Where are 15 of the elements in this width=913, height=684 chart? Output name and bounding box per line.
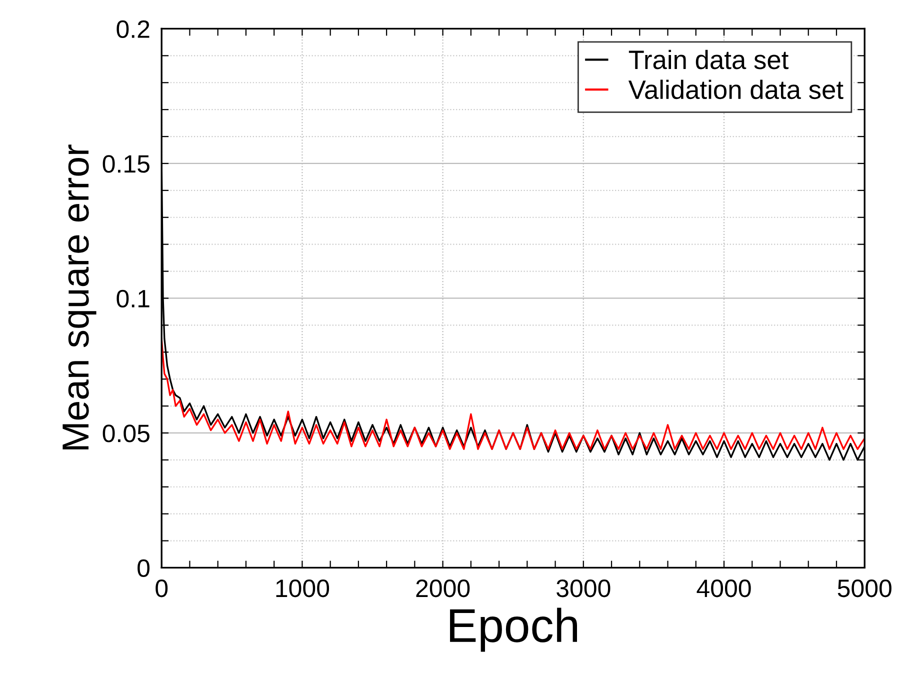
x-tick-label: 4000 — [696, 579, 751, 598]
legend-label: Train data set — [628, 50, 788, 70]
x-axis-title: Epoch — [450, 608, 577, 652]
x-tick-label: 5000 — [838, 579, 892, 598]
y-tick-label: 0.05 — [102, 424, 150, 442]
y-tick-label: 0.2 — [116, 20, 150, 38]
legend-label: Validation data set — [628, 80, 844, 100]
y-axis-title: Mean square error — [62, 144, 96, 450]
x-tick-label: 3000 — [556, 579, 610, 598]
x-tick-label: 2000 — [416, 579, 470, 598]
y-tick-label: 0.15 — [102, 155, 150, 173]
x-tick-label: 1000 — [276, 579, 330, 598]
y-tick-label: 0 — [138, 559, 150, 578]
y-tick-label: 0.1 — [116, 290, 150, 308]
x-tick-label: 0 — [156, 579, 168, 598]
